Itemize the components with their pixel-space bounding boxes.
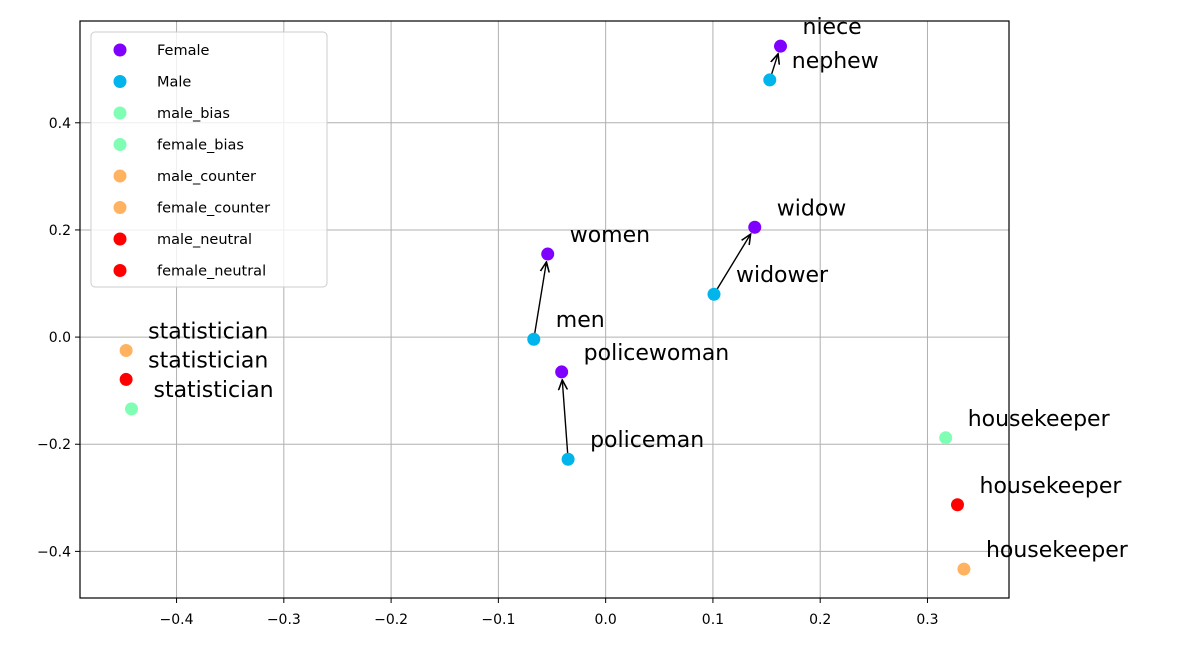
data-point — [555, 365, 569, 379]
legend-marker — [113, 264, 127, 277]
data-point — [124, 402, 138, 416]
legend: Female Male male_bias female_bias male_count… — [90, 31, 328, 288]
point-labels: niece widow women policewoman nephew widower m… — [148, 15, 1129, 563]
legend-marker — [113, 169, 127, 183]
y-tick-label: −0.4 — [37, 544, 71, 560]
point-label: women — [570, 223, 650, 248]
arrow — [713, 234, 751, 295]
data-point — [527, 332, 541, 346]
data-point — [774, 39, 788, 53]
y-tick-label: 0.2 — [49, 223, 71, 239]
legend-label: male_bias — [157, 106, 230, 122]
legend-label: female_bias — [157, 138, 244, 154]
legend-label: female_counter — [157, 201, 270, 217]
point-label: housekeeper — [968, 407, 1111, 432]
legend-marker — [113, 43, 127, 57]
arrows — [533, 54, 778, 460]
point-label: statistician — [153, 378, 273, 403]
data-point — [763, 73, 777, 87]
data-points — [119, 39, 971, 576]
x-tick-label: 0.2 — [809, 612, 831, 628]
x-tick-label: 0.0 — [595, 612, 617, 628]
point-label: statistician — [148, 319, 268, 344]
x-tick-label: −0.1 — [481, 612, 515, 628]
point-label: policewoman — [584, 341, 730, 366]
x-axis-ticks: −0.4 −0.3 −0.2 −0.1 0.0 0.1 0.2 0.3 — [160, 598, 939, 628]
data-point — [119, 343, 133, 357]
legend-label: Male — [157, 75, 191, 91]
data-point — [707, 287, 721, 301]
point-label: niece — [803, 15, 862, 40]
y-tick-label: 0.0 — [49, 330, 71, 346]
data-point — [561, 452, 575, 466]
legend-label: Female — [157, 43, 210, 59]
x-tick-label: −0.2 — [374, 612, 408, 628]
legend-label: female_neutral — [157, 264, 266, 280]
data-point — [541, 247, 555, 261]
x-tick-label: 0.1 — [702, 612, 724, 628]
legend-label: male_neutral — [157, 232, 252, 248]
point-label: men — [556, 308, 605, 333]
data-point — [939, 431, 953, 445]
x-tick-label: −0.4 — [160, 612, 194, 628]
x-tick-label: −0.3 — [267, 612, 301, 628]
point-label: widow — [777, 196, 847, 221]
plot-frame — [79, 20, 1010, 599]
point-label: policeman — [590, 428, 704, 453]
x-tick-label: 0.3 — [916, 612, 938, 628]
data-point — [119, 372, 133, 386]
legend-marker — [113, 75, 127, 88]
point-label: housekeeper — [980, 474, 1123, 499]
y-axis-ticks: −0.4 −0.2 0.0 0.2 0.4 — [37, 116, 80, 560]
arrow — [562, 380, 569, 460]
point-label: statistician — [148, 348, 268, 373]
point-label: widower — [736, 263, 829, 288]
legend-label: male_counter — [157, 169, 256, 185]
point-label: nephew — [792, 49, 879, 74]
legend-marker — [113, 106, 127, 120]
data-point — [951, 498, 965, 512]
legend-marker — [113, 232, 127, 246]
legend-marker — [113, 201, 127, 214]
arrow — [533, 262, 547, 340]
legend-marker — [113, 138, 127, 151]
data-point — [748, 220, 762, 234]
data-point — [957, 562, 971, 576]
point-label: housekeeper — [986, 538, 1129, 563]
y-tick-label: 0.4 — [49, 116, 71, 132]
legend-box — [90, 31, 328, 288]
y-tick-label: −0.2 — [37, 437, 71, 453]
